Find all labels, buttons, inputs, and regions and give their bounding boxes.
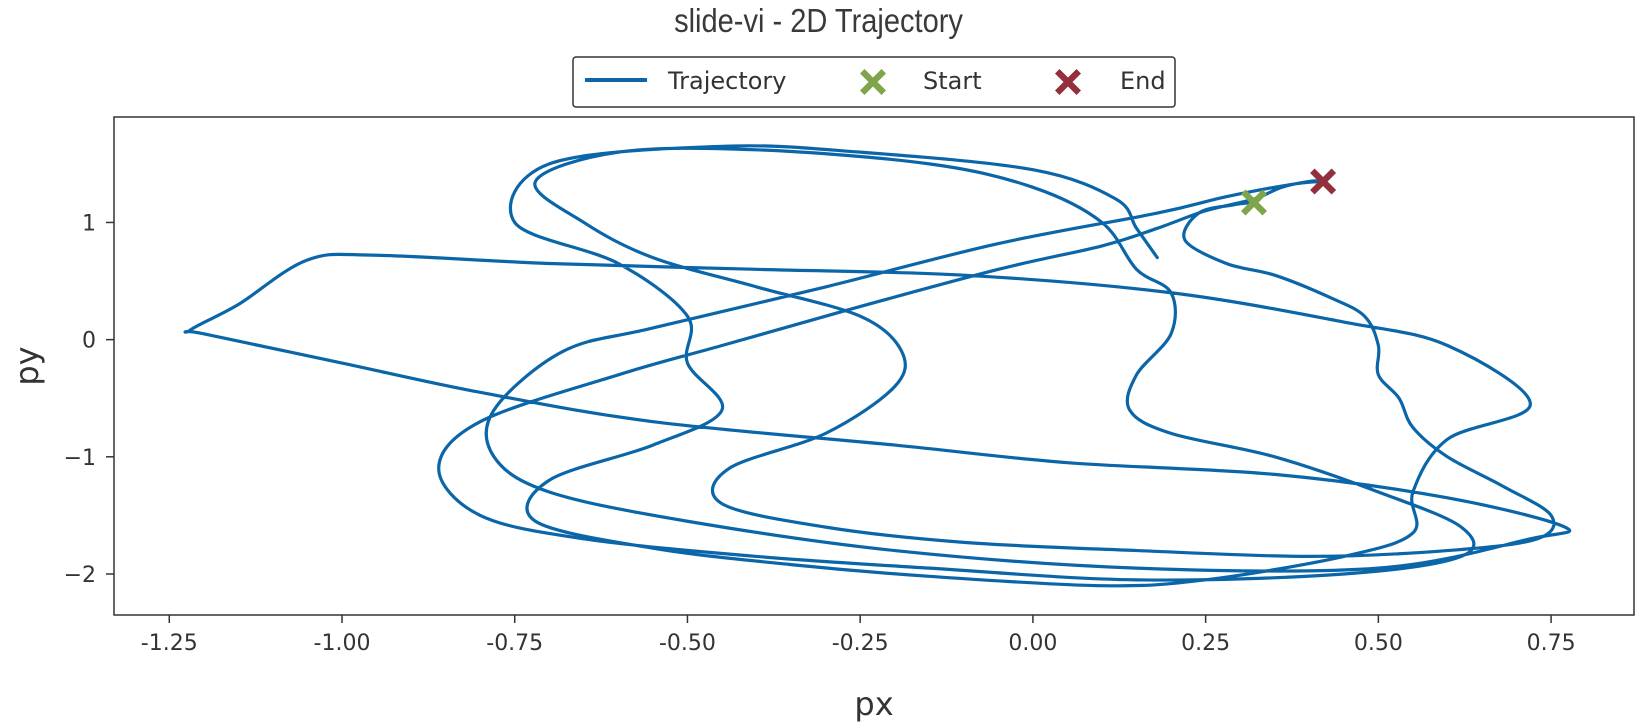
x-tick-label: -1.00 <box>314 631 371 656</box>
legend-start-label: Start <box>923 67 982 95</box>
y-tick-label: −2 <box>64 563 96 588</box>
x-tick-label: 0.75 <box>1527 631 1576 656</box>
y-tick-label: 1 <box>82 211 96 236</box>
start-marker <box>1241 189 1267 216</box>
legend-trajectory-label: Trajectory <box>667 67 787 95</box>
x-axis-label: px <box>854 685 893 723</box>
x-tick-label: 0.25 <box>1181 631 1230 656</box>
series-layer <box>183 144 1572 588</box>
y-axis-label: py <box>8 346 46 385</box>
trajectory-line <box>183 144 1572 588</box>
legend-start-swatch <box>860 69 886 95</box>
legend: Trajectory Start End <box>572 56 1176 108</box>
y-axis: −2 −1 0 1 <box>64 211 114 588</box>
plot-area <box>113 116 1635 616</box>
x-axis: -1.25 -1.00 -0.75 -0.50 -0.25 0.00 0.25 0.50 0.7… <box>141 615 1576 656</box>
x-tick-label: 0.00 <box>1008 631 1057 656</box>
legend-end-swatch <box>1055 69 1081 95</box>
chart-title: slide-vi - 2D Trajectory <box>674 2 963 39</box>
x-tick-label: -0.75 <box>486 631 543 656</box>
x-tick-label: -0.25 <box>832 631 889 656</box>
x-tick-label: -1.25 <box>141 631 198 656</box>
x-tick-label: 0.50 <box>1354 631 1403 656</box>
end-marker <box>1310 168 1337 195</box>
marker-layer <box>1241 168 1337 216</box>
legend-end-label: End <box>1120 67 1166 95</box>
x-tick-label: -0.50 <box>659 631 716 656</box>
y-tick-label: −1 <box>64 446 96 471</box>
y-tick-label: 0 <box>82 329 96 354</box>
